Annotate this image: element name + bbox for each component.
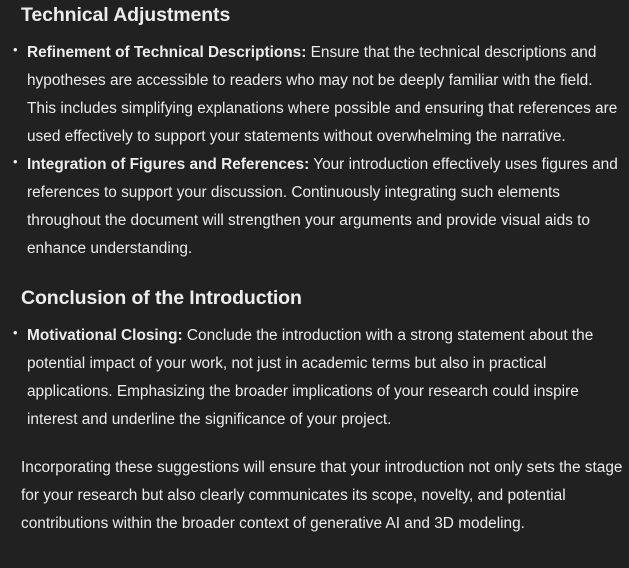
list-item-text: Your introduction effectively uses figur… [27,156,618,257]
bullet-icon: • [13,154,18,169]
bullet-icon: • [13,42,18,57]
list-item-title: Motivational Closing: [27,327,183,344]
list-item-text: Ensure that the technical descriptions a… [27,44,618,145]
technical-adjustments-list: • Refinement of Technical Descriptions: E… [13,39,621,263]
closing-paragraph: Incorporating these suggestions will ens… [21,459,623,532]
list-item: • Integration of Figures and References: … [13,151,621,263]
list-item: • Motivational Closing: Conclude the intr… [13,322,621,434]
list-item-text: Conclude the introduction with a strong … [27,327,594,428]
section-heading-technical-adjustments: Technical Adjustments [21,4,231,26]
conclusion-list: • Motivational Closing: Conclude the intr… [13,322,621,434]
list-item-title: Refinement of Technical Descriptions: [27,44,307,61]
assistant-message: Technical Adjustments • Refinement of Tec… [13,0,622,538]
list-item-title: Integration of Figures and References: [27,156,310,173]
section-heading-conclusion: Conclusion of the Introduction [21,287,302,309]
bullet-icon: • [13,325,18,340]
list-item: • Refinement of Technical Descriptions: E… [13,39,621,151]
